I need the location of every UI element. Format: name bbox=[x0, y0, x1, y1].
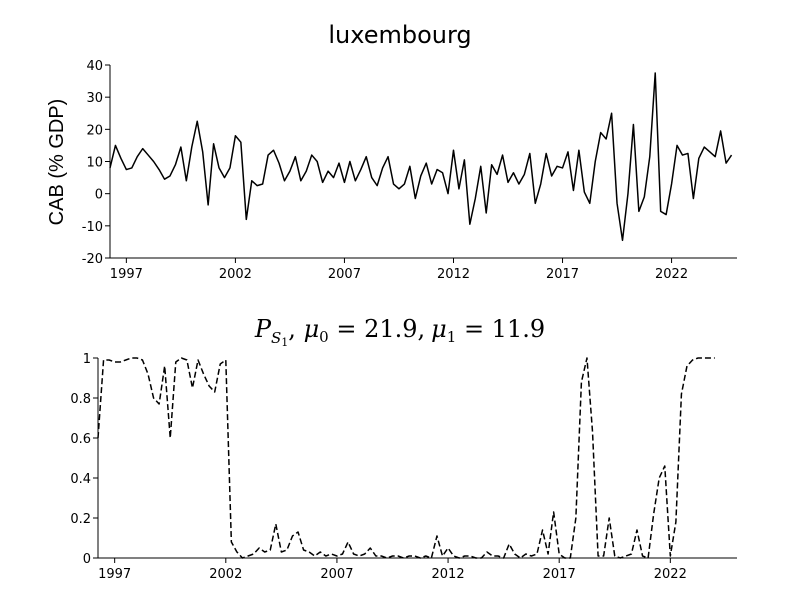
probability-series bbox=[97, 357, 715, 559]
x-tick-label: 2002 bbox=[209, 567, 242, 582]
y-tick-label: -20 bbox=[82, 252, 103, 267]
y-tick-label: 0.4 bbox=[70, 472, 91, 487]
x-tick-label: 2012 bbox=[437, 267, 470, 282]
title-sub-s: S bbox=[271, 329, 281, 347]
y-tick-label: 20 bbox=[86, 123, 103, 138]
x-tick-label: 2007 bbox=[328, 267, 361, 282]
title-comma: , bbox=[288, 315, 303, 343]
y-axis-label: CAB (% GDP) bbox=[46, 99, 68, 226]
cab-series-line bbox=[109, 72, 733, 242]
y-tick-label: 0 bbox=[95, 188, 103, 203]
y-tick-label: 0.6 bbox=[70, 432, 91, 447]
title-mu1-sub: 1 bbox=[447, 328, 457, 346]
cab-series bbox=[109, 72, 733, 242]
probability-series-line bbox=[97, 357, 715, 559]
x-tick-label: 1997 bbox=[110, 267, 143, 282]
y-tick-label: 10 bbox=[86, 156, 103, 171]
y-tick-label: -10 bbox=[82, 220, 103, 235]
x-tick-label: 2002 bbox=[219, 267, 252, 282]
y-tick-label: 0.8 bbox=[70, 392, 91, 407]
x-tick-label: 2017 bbox=[546, 267, 579, 282]
y-tick-label: 0.2 bbox=[70, 512, 91, 527]
title-sub-1: 1 bbox=[281, 336, 288, 349]
cab-axes: -20 -10 0 10 20 30 40 1997 2002 2007 2012 2017 2022 bbox=[82, 59, 737, 282]
x-tick-label: 2022 bbox=[655, 267, 688, 282]
x-tick-label: 2007 bbox=[320, 567, 353, 582]
title-p: P bbox=[254, 315, 272, 343]
probability-axes: 0 0.2 0.4 0.6 0.8 1 1997 2002 2007 2012 2017 2022 bbox=[70, 352, 737, 582]
x-tick-label: 2012 bbox=[432, 567, 465, 582]
x-tick-label: 1997 bbox=[98, 567, 131, 582]
title-mu0: μ bbox=[304, 315, 320, 343]
x-tick-label: 2022 bbox=[654, 567, 687, 582]
cab-panel: luxembourg CAB (% GDP) -20 -10 0 10 20 30 40 19… bbox=[46, 21, 737, 282]
title-mu1: μ bbox=[431, 315, 447, 343]
y-tick-label: 30 bbox=[86, 91, 103, 106]
chart-title: luxembourg bbox=[328, 21, 471, 49]
title-mu1-val: = 11.9 bbox=[456, 315, 545, 343]
x-tick-label: 2017 bbox=[543, 567, 576, 582]
title-mu0-sub: 0 bbox=[319, 328, 329, 346]
probability-panel: PS1, μ0 = 21.9, μ1 = 11.9 00.20.40.60.811… bbox=[70, 315, 737, 582]
title-mu0-val: = 21.9, bbox=[329, 315, 425, 343]
y-tick-label: 1 bbox=[83, 352, 91, 367]
y-tick-label: 0 bbox=[83, 552, 91, 567]
y-tick-label: 40 bbox=[86, 59, 103, 74]
probability-title: PS1, μ0 = 21.9, μ1 = 11.9 bbox=[254, 315, 545, 349]
